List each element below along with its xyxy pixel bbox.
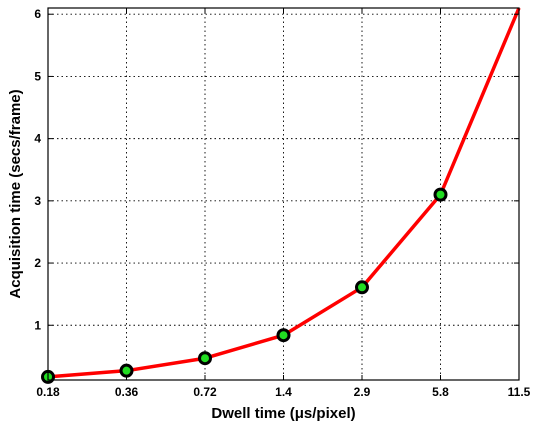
x-tick-label: 2.9 (354, 385, 371, 399)
y-tick-label: 1 (34, 318, 41, 332)
data-point (355, 280, 369, 295)
x-tick-label: 1.4 (275, 385, 292, 399)
y-tick-label: 6 (34, 7, 41, 21)
x-axis-label: Dwell time (μs/pixel) (211, 405, 355, 422)
x-tick-label: 0.18 (36, 385, 60, 399)
marker-layer (41, 187, 448, 384)
x-tick-label: 11.5 (508, 385, 531, 399)
y-tick-label: 5 (34, 69, 41, 83)
y-tick-label: 3 (34, 194, 41, 208)
x-tick-label: 0.36 (115, 385, 139, 399)
y-tick-label: 4 (34, 132, 41, 146)
data-point (276, 328, 291, 343)
data-point (119, 363, 134, 378)
y-tick-label: 2 (34, 256, 41, 270)
x-tick-label: 5.8 (432, 385, 449, 399)
tick-layer: 0.18 0.36 0.72 1.4 2.9 5.8 11.5 1 2 3 4 5 6 (34, 7, 530, 399)
y-axis-label: Acquisition time (secs/frame) (7, 89, 24, 298)
grid-layer (48, 8, 519, 380)
x-tick-label: 0.72 (193, 385, 217, 399)
data-point (433, 187, 448, 202)
data-point (198, 351, 212, 366)
